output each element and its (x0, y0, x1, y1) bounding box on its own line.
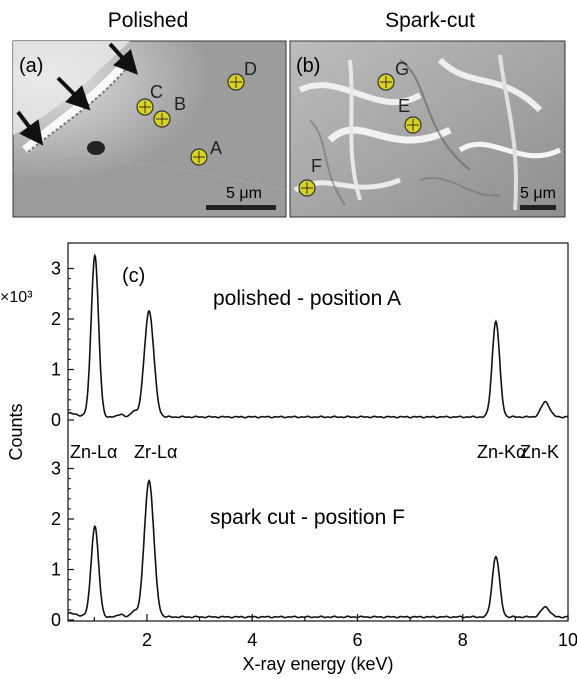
y-tick-label: 1 (51, 360, 61, 380)
point-marker-b (153, 110, 171, 128)
panel-a-label: (a) (19, 55, 43, 77)
panel-b-micrograph: (b) G E F 5 μm (289, 40, 566, 218)
x-tick-label: 10 (558, 630, 577, 650)
y-tick-label: 0 (51, 410, 61, 430)
peak-label-zn-ka: Zn-Kα (477, 442, 526, 462)
point-marker-c (136, 98, 154, 116)
point-label-e: E (398, 96, 410, 116)
panel-a-scale-bar (206, 205, 276, 210)
chart-frame (67, 242, 569, 622)
point-marker-e (404, 116, 422, 134)
exponent-label: ×10³ (0, 289, 33, 306)
point-label-g: G (395, 59, 409, 79)
panel-b-scale-label: 5 μm (520, 185, 556, 202)
y-tick-label: 2 (51, 509, 61, 529)
point-label-f: F (311, 156, 322, 176)
x-tick-label: 6 (352, 630, 362, 650)
arrow-1 (16, 110, 44, 146)
peak-label-zr-la: Zr-Lα (134, 442, 177, 462)
chart-ticks: 0 1 2 3 0 1 2 3 2 4 6 8 10 (51, 259, 577, 651)
trace-spark-cut-f (67, 479, 569, 619)
trace-top-label: polished - position A (213, 287, 401, 310)
panel-a-micrograph: (a) C B D A 5 μm (12, 40, 287, 218)
point-label-b: B (174, 94, 186, 114)
peak-label-zn-la: Zn-Lα (70, 442, 117, 462)
title-polished: Polished (108, 9, 189, 32)
x-tick-label: 8 (458, 630, 468, 650)
y-tick-label: 1 (51, 560, 61, 580)
y-axis-label: Counts (6, 403, 26, 460)
point-label-c: C (150, 82, 163, 102)
arrow-3 (108, 42, 139, 75)
point-marker-g (377, 73, 395, 91)
panel-b-scale-bar (520, 205, 556, 210)
point-label-d: D (244, 59, 257, 79)
point-marker-a (190, 148, 208, 166)
peak-label-zn-k: Zn-K (520, 442, 559, 462)
point-marker-d (227, 73, 245, 91)
point-label-a: A (210, 138, 222, 158)
panel-a-scale-label: 5 μm (226, 185, 262, 202)
point-marker-f (298, 179, 316, 197)
x-tick-label: 2 (142, 630, 152, 650)
y-tick-label: 0 (51, 610, 61, 630)
y-tick-label: 2 (51, 309, 61, 329)
panel-c-label: (c) (122, 265, 145, 287)
x-tick-label: 4 (247, 630, 257, 650)
arrow-2 (56, 76, 91, 111)
x-axis-label: X-ray energy (keV) (242, 654, 393, 674)
trace-bottom-label: spark cut - position F (210, 506, 405, 529)
y-tick-label: 3 (51, 459, 61, 479)
trace-polished-a (67, 253, 569, 419)
panel-b-label: (b) (296, 55, 320, 77)
spectra-chart: 0 1 2 3 0 1 2 3 2 4 6 8 10 (c) ×10³ polished - posit… (0, 242, 577, 674)
title-spark-cut: Spark-cut (385, 9, 475, 32)
y-tick-label: 3 (51, 259, 61, 279)
